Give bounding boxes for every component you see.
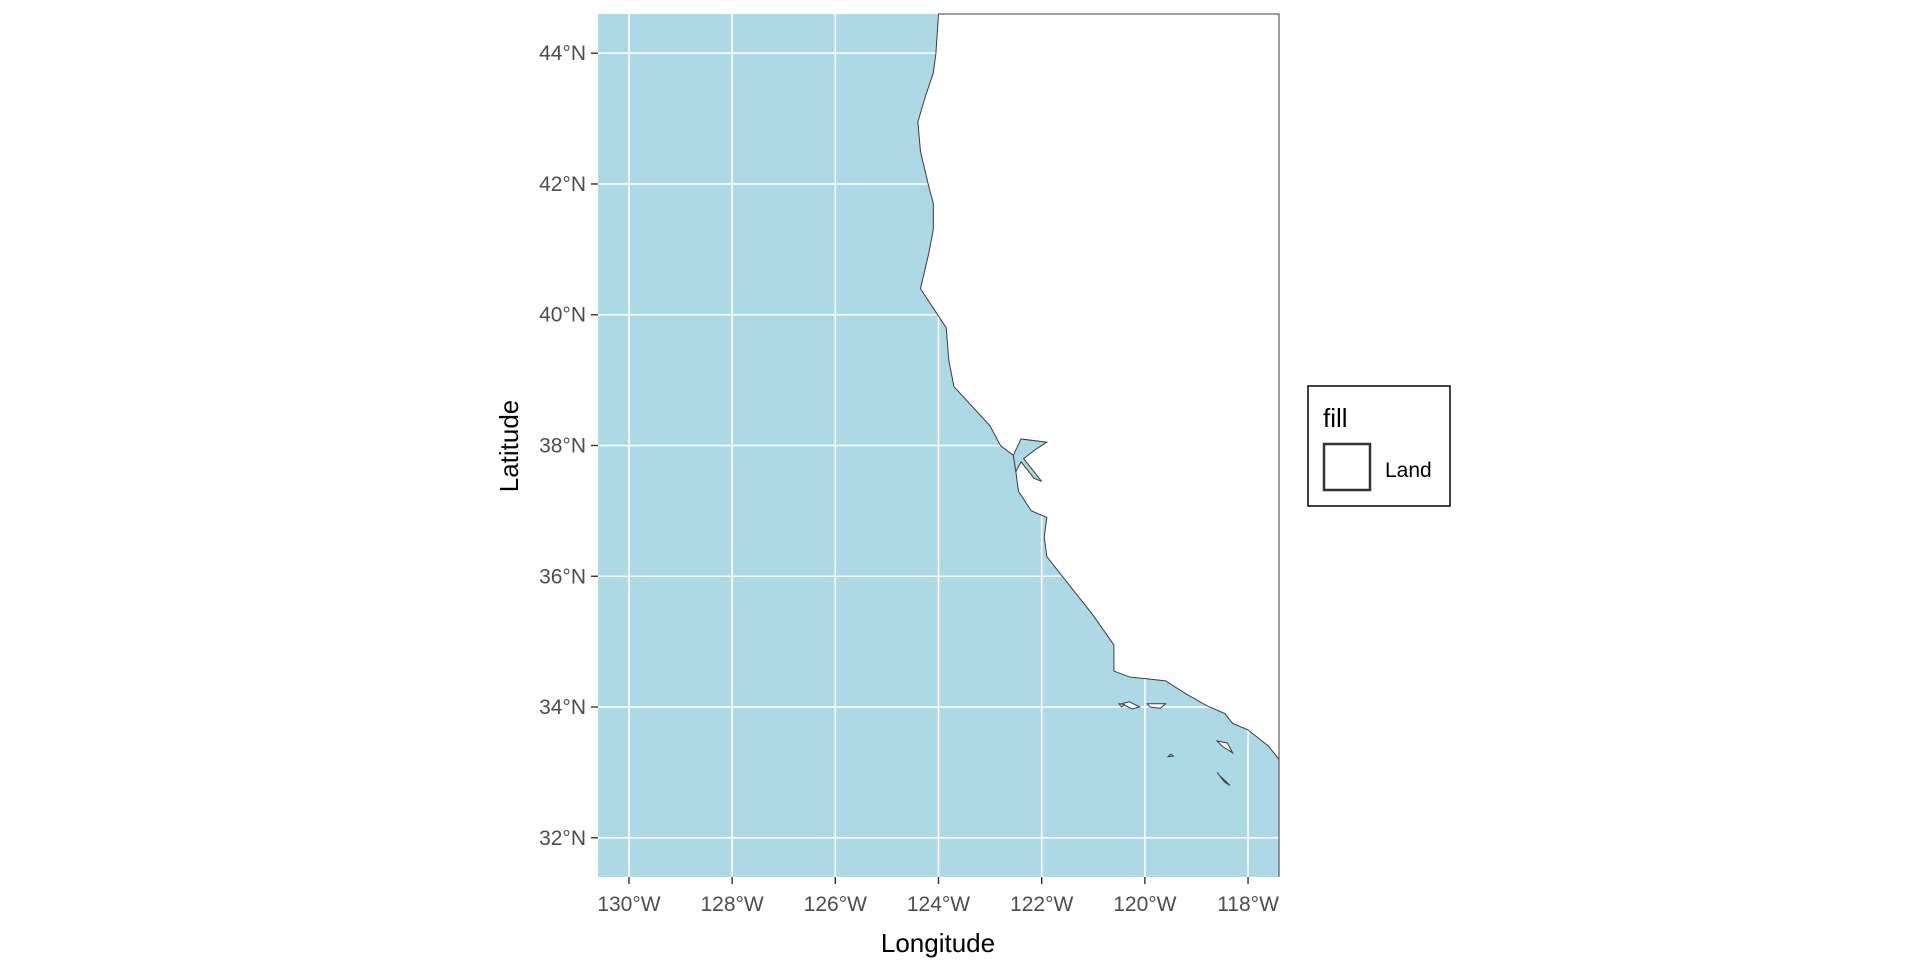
y-axis-ticks: 44°N 42°N 40°N 38°N 36°N 34°N 32°N bbox=[539, 42, 598, 850]
legend-label-land: Land bbox=[1385, 459, 1432, 482]
y-tick-label: 36°N bbox=[539, 565, 586, 588]
x-tick-label: 126°W bbox=[804, 893, 867, 916]
island bbox=[1216, 772, 1231, 786]
y-axis-title: Latitude bbox=[494, 400, 524, 493]
x-axis-ticks: 130°W 128°W 126°W 124°W 122°W 120°W 118°W bbox=[597, 877, 1279, 916]
island bbox=[1146, 703, 1167, 709]
y-tick-label: 40°N bbox=[539, 304, 586, 327]
land-polygon bbox=[917, 13, 1280, 877]
island bbox=[1215, 740, 1234, 755]
island bbox=[1120, 701, 1142, 710]
channel-islands bbox=[1117, 701, 1234, 786]
y-tick-label: 32°N bbox=[539, 827, 586, 850]
y-tick-label: 34°N bbox=[539, 696, 586, 719]
x-tick-label: 130°W bbox=[597, 893, 660, 916]
y-tick-label: 42°N bbox=[539, 173, 586, 196]
x-tick-label: 118°W bbox=[1217, 893, 1279, 916]
y-tick-label: 44°N bbox=[539, 42, 586, 65]
x-tick-label: 120°W bbox=[1113, 893, 1176, 916]
x-tick-label: 122°W bbox=[1010, 893, 1073, 916]
x-tick-label: 124°W bbox=[907, 893, 970, 916]
land-layer bbox=[917, 13, 1280, 877]
x-axis-title: Longitude bbox=[881, 928, 995, 958]
x-tick-label: 128°W bbox=[701, 893, 764, 916]
legend-title: fill bbox=[1323, 403, 1348, 433]
y-tick-label: 38°N bbox=[539, 435, 586, 458]
island bbox=[1166, 753, 1175, 758]
san-francisco-bay bbox=[1012, 438, 1049, 482]
legend: fill Land bbox=[1307, 385, 1451, 507]
island bbox=[1117, 703, 1126, 708]
legend-key-land bbox=[1322, 442, 1372, 492]
